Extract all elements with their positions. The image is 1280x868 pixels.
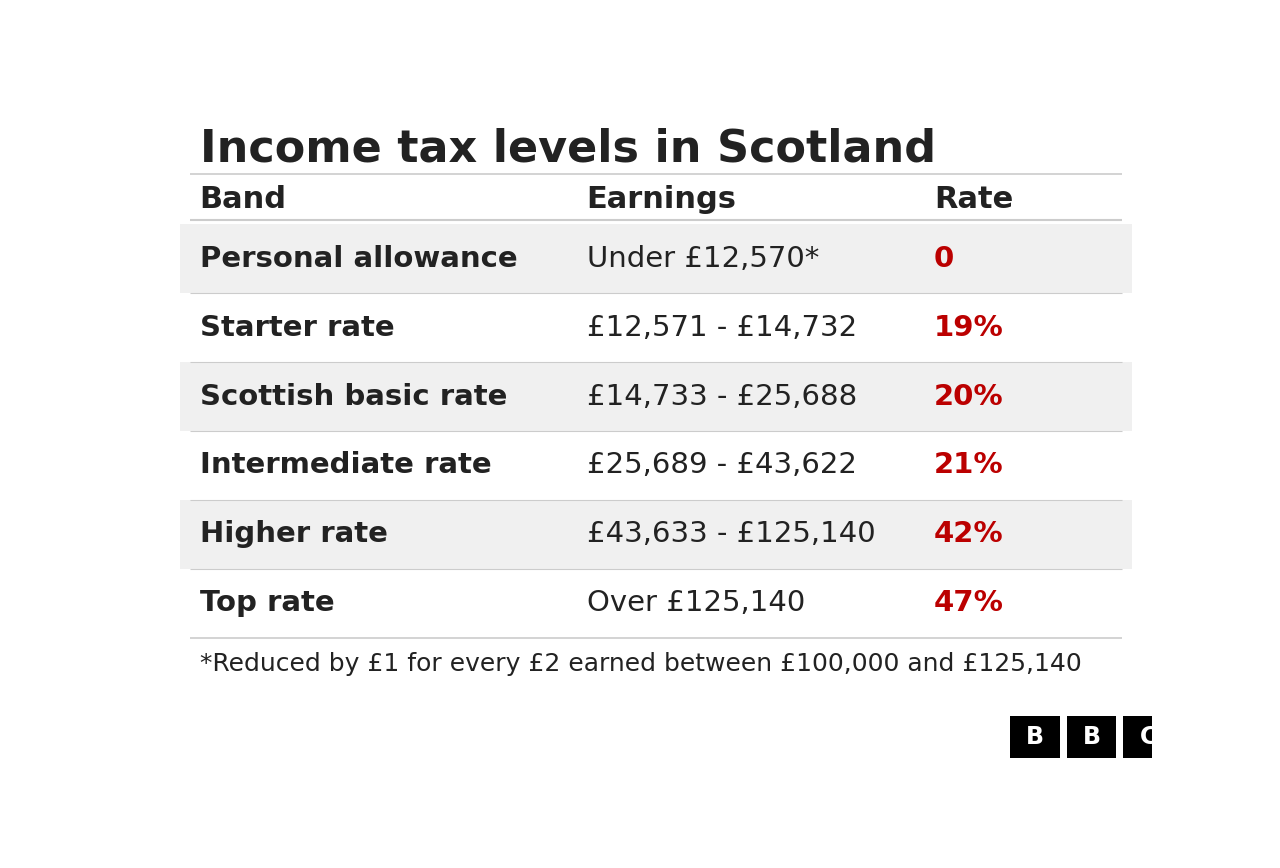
Text: Intermediate rate: Intermediate rate <box>200 451 492 479</box>
Text: Starter rate: Starter rate <box>200 313 394 342</box>
FancyBboxPatch shape <box>179 362 1132 431</box>
Text: C: C <box>1139 725 1157 749</box>
Text: *Reduced by £1 for every £2 earned between £100,000 and £125,140: *Reduced by £1 for every £2 earned betwe… <box>200 652 1082 676</box>
Text: Under £12,570*: Under £12,570* <box>586 245 819 273</box>
Text: Income tax levels in Scotland: Income tax levels in Scotland <box>200 128 936 170</box>
Text: Earnings: Earnings <box>586 185 736 214</box>
Text: 19%: 19% <box>934 313 1004 342</box>
Text: £43,633 - £125,140: £43,633 - £125,140 <box>586 520 876 549</box>
FancyBboxPatch shape <box>179 500 1132 569</box>
Text: 21%: 21% <box>934 451 1004 479</box>
Text: 47%: 47% <box>934 589 1004 617</box>
FancyBboxPatch shape <box>179 569 1132 637</box>
Text: 20%: 20% <box>934 383 1004 411</box>
Text: Personal allowance: Personal allowance <box>200 245 517 273</box>
Text: Rate: Rate <box>934 185 1012 214</box>
Text: £14,733 - £25,688: £14,733 - £25,688 <box>586 383 856 411</box>
FancyBboxPatch shape <box>179 431 1132 500</box>
Text: 42%: 42% <box>934 520 1004 549</box>
Text: Higher rate: Higher rate <box>200 520 388 549</box>
Text: Scottish basic rate: Scottish basic rate <box>200 383 507 411</box>
FancyBboxPatch shape <box>179 293 1132 362</box>
FancyBboxPatch shape <box>1010 716 1060 758</box>
Text: Top rate: Top rate <box>200 589 334 617</box>
FancyBboxPatch shape <box>1066 716 1116 758</box>
FancyBboxPatch shape <box>1124 716 1172 758</box>
Text: Band: Band <box>200 185 287 214</box>
Text: B: B <box>1027 725 1044 749</box>
Text: £12,571 - £14,732: £12,571 - £14,732 <box>586 313 856 342</box>
Text: B: B <box>1083 725 1101 749</box>
FancyBboxPatch shape <box>179 225 1132 293</box>
Text: 0: 0 <box>934 245 954 273</box>
Text: Over £125,140: Over £125,140 <box>586 589 805 617</box>
Text: £25,689 - £43,622: £25,689 - £43,622 <box>586 451 856 479</box>
